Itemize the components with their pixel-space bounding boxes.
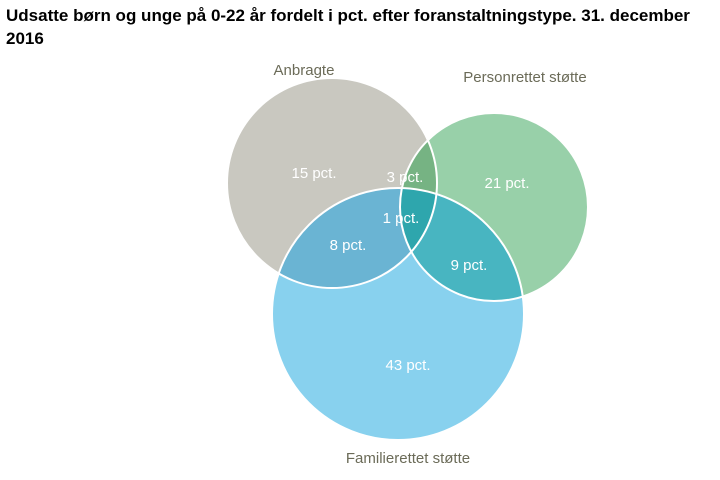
personrettet-only-value: 21 pct. <box>484 175 529 192</box>
personrettet-label: Personrettet støtte <box>463 69 586 86</box>
anbragte-personrettet-value: 3 pct. <box>387 169 424 186</box>
familierettet-only-value: 43 pct. <box>385 357 430 374</box>
familierettet-outline <box>271 187 525 441</box>
personrettet-familierettet-value: 9 pct. <box>451 257 488 274</box>
anbragte-outline <box>226 77 438 289</box>
chart-title: Udsatte børn og unge på 0-22 år fordelt … <box>6 6 690 48</box>
all-three-value: 1 pct. <box>383 210 420 227</box>
region-personrettet-familierettet <box>400 188 524 301</box>
familierettet-label: Familierettet støtte <box>346 450 470 467</box>
anbragte-familierettet-value: 8 pct. <box>330 237 367 254</box>
anbragte-only-value: 15 pct. <box>291 165 336 182</box>
anbragte-label: Anbragte <box>274 62 335 79</box>
region-anbragte-familierettet <box>272 188 437 288</box>
personrettet-outline <box>399 112 589 302</box>
